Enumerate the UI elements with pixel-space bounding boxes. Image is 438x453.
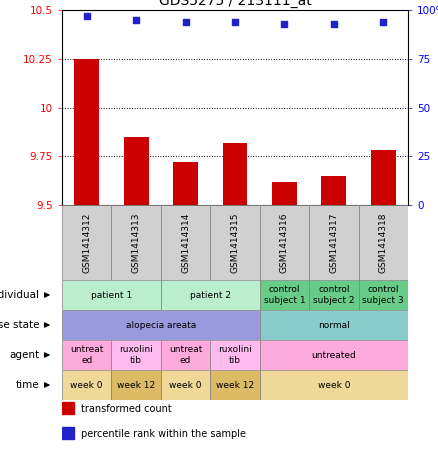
Text: agent: agent (9, 350, 39, 360)
Text: week 12: week 12 (117, 381, 155, 390)
Bar (62, 280, 161, 310)
Bar (359, 205, 408, 280)
Bar (124, 137, 148, 205)
Text: GSM1414312: GSM1414312 (82, 212, 91, 273)
Bar (359, 280, 408, 310)
Bar (371, 150, 396, 205)
Text: transformed count: transformed count (81, 404, 172, 414)
Bar (62, 205, 111, 280)
Bar (210, 340, 260, 370)
Text: ruxolini
tib: ruxolini tib (119, 345, 153, 365)
Bar (111, 205, 161, 280)
Bar (210, 205, 260, 280)
Text: percentile rank within the sample: percentile rank within the sample (81, 429, 246, 439)
Text: time: time (16, 380, 39, 390)
Bar (62, 310, 260, 340)
Text: GSM1414314: GSM1414314 (181, 212, 190, 273)
Bar (309, 205, 359, 280)
Point (133, 16, 140, 24)
Text: control
subject 3: control subject 3 (363, 285, 404, 305)
Bar (74, 59, 99, 205)
Point (380, 18, 387, 25)
Title: GDS5275 / 213111_at: GDS5275 / 213111_at (159, 0, 311, 8)
Bar (260, 340, 408, 370)
Point (232, 18, 239, 25)
Text: GSM1414315: GSM1414315 (230, 212, 240, 273)
Bar (62, 402, 74, 414)
Text: week 0: week 0 (318, 381, 350, 390)
Bar (161, 205, 210, 280)
Point (330, 20, 337, 27)
Text: control
subject 2: control subject 2 (313, 285, 355, 305)
Bar (260, 370, 408, 400)
Bar (173, 162, 198, 205)
Text: week 12: week 12 (216, 381, 254, 390)
Text: GSM1414313: GSM1414313 (132, 212, 141, 273)
Text: patient 1: patient 1 (91, 290, 132, 299)
Point (281, 20, 288, 27)
Bar (223, 143, 247, 205)
Text: disease state: disease state (0, 320, 39, 330)
Bar (161, 370, 210, 400)
Bar (111, 370, 161, 400)
Bar (210, 370, 260, 400)
Text: individual: individual (0, 290, 39, 300)
Point (182, 18, 189, 25)
Bar (62, 427, 74, 439)
Bar (260, 280, 309, 310)
Text: untreat
ed: untreat ed (169, 345, 202, 365)
Text: ruxolini
tib: ruxolini tib (218, 345, 252, 365)
Text: GSM1414317: GSM1414317 (329, 212, 339, 273)
Bar (62, 340, 111, 370)
Text: patient 2: patient 2 (190, 290, 231, 299)
Bar (111, 340, 161, 370)
Text: untreated: untreated (311, 351, 356, 360)
Bar (161, 340, 210, 370)
Text: control
subject 1: control subject 1 (264, 285, 305, 305)
Text: GSM1414316: GSM1414316 (280, 212, 289, 273)
Bar (161, 280, 260, 310)
Text: untreat
ed: untreat ed (70, 345, 103, 365)
Bar (321, 176, 346, 205)
Bar (309, 280, 359, 310)
Text: week 0: week 0 (71, 381, 103, 390)
Text: GSM1414318: GSM1414318 (379, 212, 388, 273)
Point (83, 12, 90, 19)
Text: alopecia areata: alopecia areata (126, 321, 196, 329)
Text: week 0: week 0 (170, 381, 202, 390)
Bar (62, 370, 111, 400)
Bar (260, 310, 408, 340)
Text: normal: normal (318, 321, 350, 329)
Bar (272, 182, 297, 205)
Bar (260, 205, 309, 280)
